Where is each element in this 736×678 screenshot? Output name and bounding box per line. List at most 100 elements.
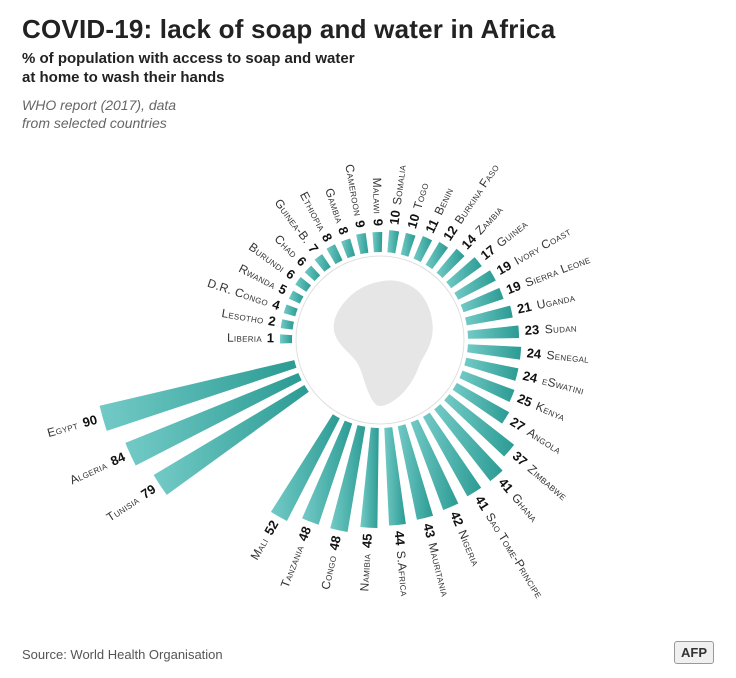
bar [154,385,309,495]
page-title: COVID-19: lack of soap and water in Afri… [22,14,555,45]
bar [289,291,304,304]
bar [446,257,482,288]
bar [467,344,521,359]
bar-label: Liberia [227,331,263,345]
bar-value: 84 [108,449,128,469]
bar-label-group: 6Burundi [246,239,298,282]
bar-value: 8 [335,225,352,237]
bar-label-group: 5Rwanda [236,261,289,298]
bar-value: 12 [440,223,461,243]
bar-label-group: 44S.Africa [392,530,413,597]
africa-silhouette [333,280,433,407]
bar-label: Gambia [322,186,347,225]
subtitle-line1: % of population with access to soap and … [22,50,355,67]
bar-label: Algeria [67,458,109,487]
bar-label-group: 48 Congo [318,534,344,591]
bar-label: Malawi [370,177,385,214]
bar-label: Ivory Coast [512,224,574,267]
bar-label-group: 9Cameroon [342,163,368,229]
bar-label-group: 21Uganda [516,289,577,316]
bar-label: Ghana [509,491,541,525]
bar-label: Congo [318,554,339,591]
bar-label-group: 24Senegal [526,345,590,366]
bar-label: Rwanda [236,261,278,292]
bar [401,233,416,257]
bar [468,325,520,338]
infographic-root: { "title": "COVID-19: lack of soap and w… [0,0,736,678]
bar [464,358,518,381]
bar [360,428,378,528]
bar-label: Benin [431,185,456,217]
bar-label: Senegal [546,348,590,366]
bar-value: 21 [516,299,533,317]
bar-label: Burundi [246,240,288,275]
bar-value: 2 [267,313,277,329]
bar-label-group: 48Tanzania [277,524,314,590]
bar [295,277,311,292]
bar-label: Lesotho [221,306,265,327]
bar-label-group: 25Kenya [515,391,568,425]
bar [384,427,406,525]
bar [414,236,433,262]
bar-value: 9 [371,219,386,227]
note: WHO report (2017), data from selected co… [22,96,176,132]
bar-label-group: 12Burkina Faso [440,161,502,244]
bar-label: Guinea-B. [272,196,314,246]
bar-label-group: 52Mali [247,518,281,563]
bar [437,249,465,278]
bar-label-group: 90Egypt [45,412,98,440]
bar [271,414,340,521]
bar-label: Sudan [544,320,577,336]
bar [444,394,514,456]
bar-label-group: 14Zambia [458,202,506,252]
bar-value: 48 [326,534,344,551]
bar-label-group: 79Tunisia [103,481,158,524]
bar-label: Cameroon [342,163,365,217]
bar-label-group: 84Algeria [67,449,128,488]
bar-value: 14 [458,231,479,252]
bar [372,232,382,252]
subtitle-line2: at home to wash their hands [22,69,225,86]
bar [326,244,342,264]
bar-label-group: 19Sierra Leone [504,251,592,297]
bar-value: 11 [422,217,441,236]
bar-label: Sao Tome-Principe [483,510,546,600]
bar-label: Somalia [390,164,409,206]
bar [461,288,504,312]
bar-value: 4 [270,296,282,313]
bar-label: S.Africa [394,550,412,597]
bar-value: 25 [515,391,534,410]
bar-label-group: 6Chad [271,231,309,269]
bar-value: 24 [526,345,543,361]
bar [341,239,355,259]
bar-label-group: 41Ghana [496,475,542,525]
bar-value: 79 [138,481,158,501]
bar [387,230,399,253]
bar-value: 41 [496,475,517,496]
bar-label: Tunisia [104,493,142,525]
note-line2: from selected countries [22,115,167,131]
bar-label-group: 37Zimbabwe [510,448,571,503]
bar-label: Uganda [535,290,576,312]
bar-value: 52 [261,518,281,538]
bar-label-group: 10Togo [404,181,432,231]
bar [125,373,301,466]
bar-label: D.R. Congo [206,276,271,309]
bar-value: 27 [507,414,527,434]
bar [315,254,331,272]
bar-value: 41 [472,493,492,513]
bar [280,334,292,343]
credit-badge: AFP [674,641,714,664]
bar-value: 24 [521,368,539,386]
bar [305,266,321,281]
bar-value: 37 [510,448,531,469]
bar-value: 7 [305,241,321,256]
bar-label: Zambia [472,203,506,238]
bar-label: Burkina Faso [452,161,502,226]
bar-label: Guinea [494,217,531,250]
bar [411,419,459,510]
bar [302,421,352,525]
bar-label: eSwatini [541,373,586,397]
bar-label-group: 43Mauritania [420,522,453,599]
bar-value: 90 [81,412,99,430]
